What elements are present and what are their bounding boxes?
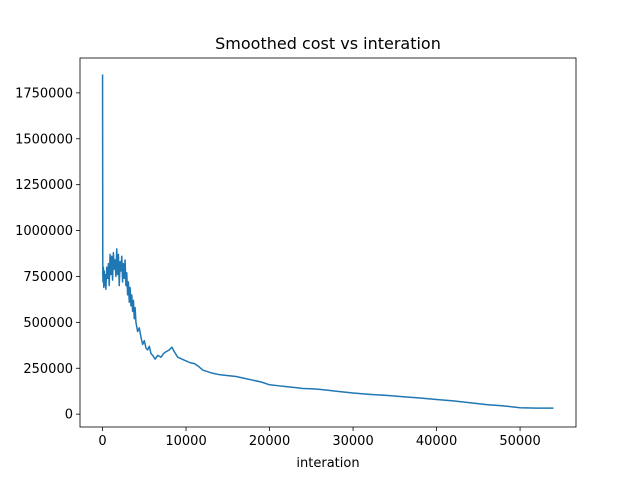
y-tick-label: 250000 — [23, 362, 73, 377]
x-tick-label: 30000 — [332, 434, 373, 449]
chart-title: Smoothed cost vs interation — [215, 34, 441, 53]
axes-frame — [79, 57, 577, 428]
y-tick-label: 1250000 — [15, 178, 73, 193]
plot-area — [101, 74, 554, 409]
y-tick-label: 1750000 — [15, 86, 73, 101]
series-line-0 — [101, 74, 554, 409]
x-tick-label: 20000 — [249, 434, 290, 449]
x-tick-label: 50000 — [499, 434, 540, 449]
axes: 0 10000 20000 30000 40000 5000002500005000007… — [15, 57, 577, 449]
x-tick-label: 10000 — [165, 434, 206, 449]
x-axis-label: interation — [296, 456, 359, 471]
y-tick-label: 1500000 — [15, 132, 73, 147]
y-tick-label: 1000000 — [15, 224, 73, 239]
y-tick-label: 750000 — [23, 270, 73, 285]
y-tick-label: 0 — [65, 408, 73, 423]
x-tick-label: 0 — [98, 434, 106, 449]
y-tick-label: 500000 — [23, 316, 73, 331]
x-tick-label: 40000 — [416, 434, 457, 449]
